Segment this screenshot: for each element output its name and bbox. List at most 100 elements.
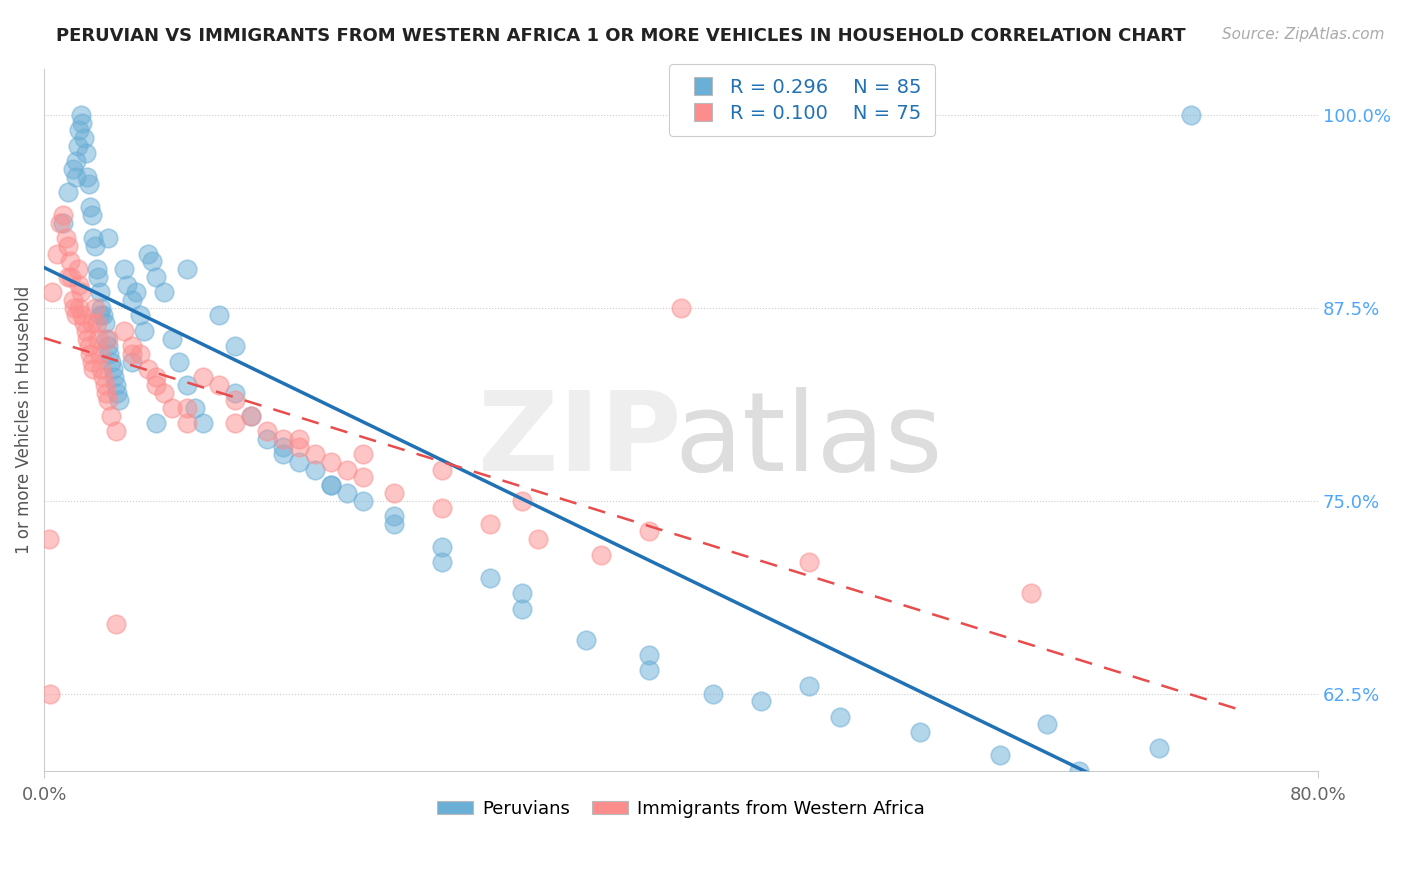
- Point: [87, 269, 110, 284]
- Point: [121, 355, 143, 369]
- Point: [39, 687, 62, 701]
- Point: [75, 324, 97, 338]
- Point: [145, 269, 167, 284]
- Point: [69, 108, 91, 122]
- Point: [591, 548, 613, 562]
- Point: [79, 347, 101, 361]
- Text: atlas: atlas: [675, 387, 943, 494]
- Point: [96, 385, 118, 400]
- Point: [208, 377, 231, 392]
- Point: [128, 309, 150, 323]
- Point: [1180, 108, 1202, 122]
- Point: [510, 601, 533, 615]
- Point: [67, 123, 90, 137]
- Point: [65, 169, 87, 184]
- Point: [121, 347, 143, 361]
- Point: [89, 285, 111, 300]
- Point: [125, 285, 148, 300]
- Point: [55, 231, 77, 245]
- Point: [72, 115, 94, 129]
- Point: [112, 262, 135, 277]
- Point: [56, 269, 79, 284]
- Point: [288, 432, 311, 446]
- Point: [67, 277, 90, 292]
- Point: [90, 301, 112, 315]
- Text: Source: ZipAtlas.com: Source: ZipAtlas.com: [1222, 27, 1385, 42]
- Point: [988, 748, 1011, 763]
- Point: [432, 501, 454, 516]
- Point: [749, 694, 772, 708]
- Point: [56, 239, 79, 253]
- Point: [128, 347, 150, 361]
- Point: [75, 146, 97, 161]
- Point: [145, 417, 167, 431]
- Point: [136, 362, 159, 376]
- Point: [479, 516, 502, 531]
- Point: [145, 370, 167, 384]
- Point: [103, 370, 125, 384]
- Point: [121, 339, 143, 353]
- Point: [82, 231, 104, 245]
- Point: [797, 679, 820, 693]
- Text: ZIP: ZIP: [478, 387, 681, 494]
- Point: [336, 463, 359, 477]
- Point: [52, 208, 75, 222]
- Point: [136, 246, 159, 260]
- Point: [510, 586, 533, 600]
- Point: [169, 355, 191, 369]
- Point: [638, 664, 661, 678]
- Point: [176, 262, 198, 277]
- Point: [77, 339, 100, 353]
- Point: [82, 362, 104, 376]
- Point: [224, 339, 246, 353]
- Point: [160, 332, 183, 346]
- Point: [797, 555, 820, 569]
- Point: [52, 216, 75, 230]
- Point: [510, 493, 533, 508]
- Point: [60, 269, 83, 284]
- Point: [352, 470, 374, 484]
- Point: [432, 463, 454, 477]
- Point: [384, 509, 406, 524]
- Point: [112, 324, 135, 338]
- Point: [193, 370, 215, 384]
- Point: [352, 493, 374, 508]
- Point: [1036, 717, 1059, 731]
- Point: [80, 208, 103, 222]
- Point: [384, 516, 406, 531]
- Point: [38, 532, 60, 546]
- Point: [134, 324, 156, 338]
- Point: [145, 377, 167, 392]
- Point: [100, 409, 122, 423]
- Point: [527, 532, 550, 546]
- Point: [271, 432, 294, 446]
- Point: [66, 262, 89, 277]
- Point: [45, 246, 67, 260]
- Point: [87, 332, 110, 346]
- Point: [69, 285, 91, 300]
- Point: [304, 463, 326, 477]
- Point: [65, 154, 87, 169]
- Point: [89, 309, 111, 323]
- Point: [288, 455, 311, 469]
- Point: [58, 254, 80, 268]
- Point: [62, 293, 84, 307]
- Point: [84, 301, 107, 315]
- Point: [304, 447, 326, 461]
- Point: [89, 347, 111, 361]
- Point: [76, 169, 98, 184]
- Point: [86, 316, 108, 330]
- Point: [91, 370, 114, 384]
- Point: [240, 409, 263, 423]
- Point: [432, 540, 454, 554]
- Point: [97, 231, 120, 245]
- Point: [208, 309, 231, 323]
- Point: [76, 332, 98, 346]
- Point: [638, 648, 661, 662]
- Point: [77, 178, 100, 192]
- Point: [271, 440, 294, 454]
- Point: [121, 293, 143, 307]
- Y-axis label: 1 or more Vehicles in Household: 1 or more Vehicles in Household: [15, 285, 32, 554]
- Point: [104, 617, 127, 632]
- Point: [86, 262, 108, 277]
